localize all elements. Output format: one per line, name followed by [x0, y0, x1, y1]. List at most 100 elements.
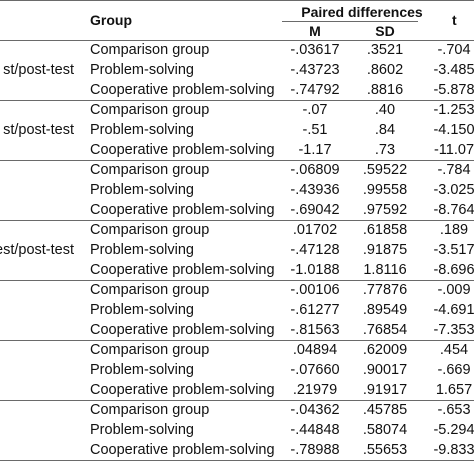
t-cell: -9.833	[433, 442, 474, 458]
t-cell: -.009	[437, 282, 471, 298]
m-cell: -.44848	[290, 422, 340, 438]
t-cell: -8.764	[433, 202, 474, 218]
group-cell: Problem-solving	[90, 302, 194, 318]
t-cell: -1.253	[433, 102, 474, 118]
m-cell: -.43723	[290, 62, 340, 78]
group-cell: Problem-solving	[90, 122, 194, 138]
group-cell: Comparison group	[90, 282, 210, 298]
t-cell: -7.353	[433, 322, 474, 338]
t-cell: -11.07	[433, 142, 474, 158]
header-bottom-rule	[0, 40, 474, 41]
t-cell: -3.517	[433, 242, 474, 258]
m-cell: -.81563	[290, 322, 340, 338]
m-cell: .21979	[292, 382, 338, 398]
sd-cell: .91917	[362, 382, 408, 398]
sd-cell: .58074	[362, 422, 408, 438]
sd-cell: .40	[374, 102, 396, 118]
group-cell: Comparison group	[90, 102, 210, 118]
block-separator	[0, 340, 474, 341]
table-bottom-rule	[0, 460, 474, 461]
m-cell: -.61277	[290, 302, 340, 318]
header-group: Group	[90, 12, 132, 28]
header-subrule	[282, 21, 418, 22]
block-label: est/post-test	[0, 242, 74, 258]
sd-cell: .55653	[362, 442, 408, 458]
sd-cell: 1.8116	[363, 262, 407, 278]
group-cell: Comparison group	[90, 42, 210, 58]
m-cell: -.78988	[290, 442, 340, 458]
m-cell: -.07	[302, 102, 328, 118]
m-cell: -.47128	[290, 242, 340, 258]
m-cell: .01702	[292, 222, 338, 238]
sd-cell: .61858	[362, 222, 408, 238]
block-separator	[0, 400, 474, 401]
group-cell: Problem-solving	[90, 422, 194, 438]
group-cell: Problem-solving	[90, 242, 194, 258]
sd-cell: .84	[374, 122, 396, 138]
m-cell: -.00106	[290, 282, 340, 298]
m-cell: -.07660	[290, 362, 340, 378]
group-cell: Comparison group	[90, 402, 210, 418]
sd-cell: .8602	[366, 62, 404, 78]
sd-cell: .62009	[362, 342, 408, 358]
header-m: M	[309, 23, 321, 39]
group-cell: Cooperative problem-solving	[90, 142, 275, 158]
block-label: st/post-test	[3, 122, 74, 138]
t-cell: -3.485	[433, 62, 474, 78]
m-cell: -.74792	[290, 82, 340, 98]
m-cell: -.03617	[290, 42, 340, 58]
t-cell: -8.696	[433, 262, 474, 278]
group-cell: Comparison group	[90, 342, 210, 358]
t-cell: 1.657	[435, 382, 473, 398]
group-cell: Comparison group	[90, 162, 210, 178]
sd-cell: .97592	[362, 202, 408, 218]
group-cell: Problem-solving	[90, 362, 194, 378]
group-cell: Cooperative problem-solving	[90, 382, 275, 398]
table-top-rule	[0, 0, 474, 1]
t-cell: -5.294	[433, 422, 474, 438]
t-cell: -.653	[437, 402, 471, 418]
sd-cell: .8816	[366, 82, 404, 98]
header-sd: SD	[375, 23, 395, 39]
t-cell: .454	[439, 342, 469, 358]
t-cell: -.669	[437, 362, 471, 378]
group-cell: Cooperative problem-solving	[90, 202, 275, 218]
block-separator	[0, 160, 474, 161]
header-paired-differences: Paired differences	[301, 4, 423, 20]
group-cell: Problem-solving	[90, 62, 194, 78]
t-cell: -.704	[437, 42, 471, 58]
block-label: st/post-test	[3, 62, 74, 78]
m-cell: .04894	[292, 342, 338, 358]
t-cell: -4.150	[433, 122, 474, 138]
sd-cell: .77876	[362, 282, 408, 298]
sd-cell: .59522	[362, 162, 408, 178]
sd-cell: .91875	[362, 242, 408, 258]
group-cell: Problem-solving	[90, 182, 194, 198]
t-cell: .189	[439, 222, 469, 238]
m-cell: -1.17	[298, 142, 332, 158]
group-cell: Cooperative problem-solving	[90, 82, 275, 98]
sd-cell: .76854	[362, 322, 408, 338]
header-t: t	[452, 12, 457, 28]
t-cell: -3.025	[433, 182, 474, 198]
sd-cell: .89549	[362, 302, 408, 318]
m-cell: -.04362	[290, 402, 340, 418]
group-cell: Cooperative problem-solving	[90, 442, 275, 458]
m-cell: -1.0188	[290, 262, 340, 278]
m-cell: -.51	[302, 122, 328, 138]
t-cell: -4.691	[433, 302, 474, 318]
t-cell: -5.878	[433, 82, 474, 98]
t-cell: -.784	[437, 162, 471, 178]
block-separator	[0, 280, 474, 281]
sd-cell: .90017	[362, 362, 408, 378]
sd-cell: .99558	[362, 182, 408, 198]
sd-cell: .45785	[362, 402, 408, 418]
block-separator	[0, 220, 474, 221]
m-cell: -.06809	[290, 162, 340, 178]
block-separator	[0, 100, 474, 101]
m-cell: -.43936	[290, 182, 340, 198]
group-cell: Cooperative problem-solving	[90, 262, 275, 278]
m-cell: -.69042	[290, 202, 340, 218]
group-cell: Cooperative problem-solving	[90, 322, 275, 338]
